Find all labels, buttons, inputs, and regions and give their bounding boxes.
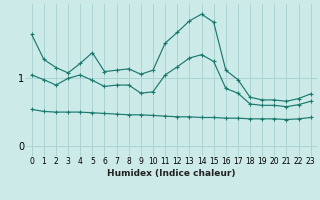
X-axis label: Humidex (Indice chaleur): Humidex (Indice chaleur) [107, 169, 236, 178]
